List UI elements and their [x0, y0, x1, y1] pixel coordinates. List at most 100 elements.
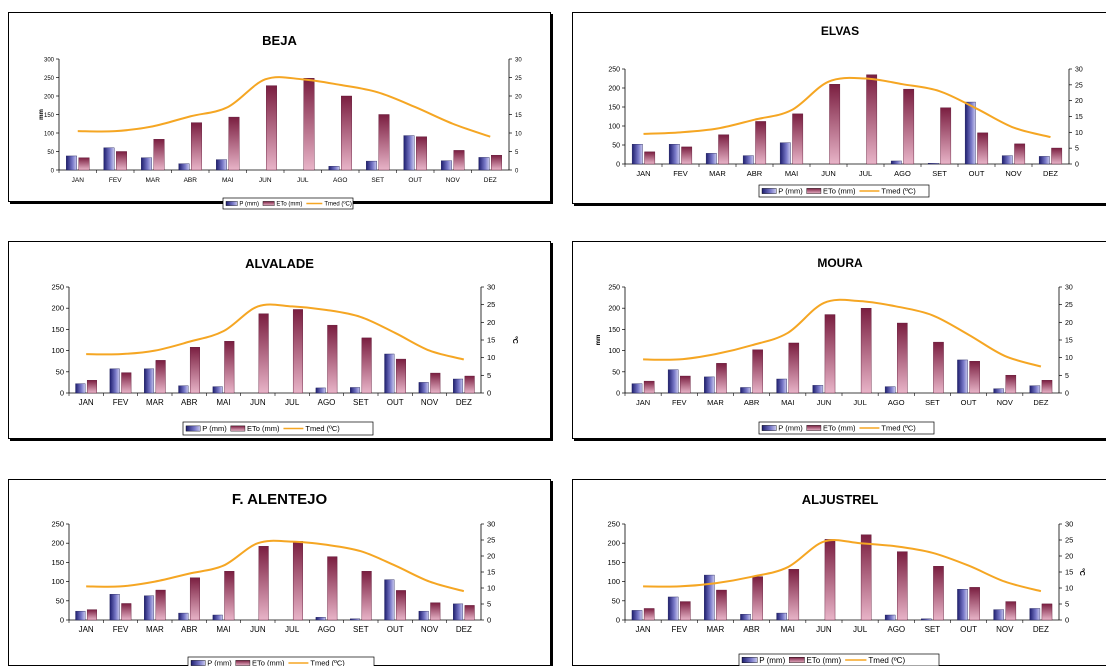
y2-tick-label: 30: [1065, 285, 1073, 292]
y2-tick-label: 25: [487, 536, 495, 545]
bar-p: [740, 614, 751, 621]
x-tick-label: JAN: [636, 625, 651, 634]
bar-p: [478, 157, 490, 171]
x-tick-label: ABR: [181, 398, 198, 407]
x-tick-label: AGO: [887, 625, 905, 634]
bar-eto: [933, 566, 944, 621]
bar-p: [812, 385, 824, 394]
line-tmed: [77, 76, 491, 138]
y-tick-label: 250: [44, 76, 55, 82]
bar-p: [993, 388, 1004, 394]
x-tick-label: JUL: [853, 398, 866, 407]
bar-p: [667, 596, 679, 621]
bar-p: [884, 614, 896, 621]
x-tick-label: MAI: [785, 169, 798, 178]
x-tick-label: JUN: [821, 169, 836, 178]
bar-p: [103, 147, 115, 171]
y2-tick-label: 0: [1075, 162, 1079, 169]
y2-tick-label: 0: [1065, 616, 1069, 625]
x-tick-label: MAR: [709, 169, 726, 178]
legend-label-tmed: Tmed (ºC): [881, 424, 916, 433]
legend-label-p: P (mm): [207, 659, 232, 666]
bar-eto: [292, 541, 303, 621]
bar-p: [403, 135, 415, 171]
legend-label-eto: ETo (mm): [823, 424, 856, 433]
bar-p: [66, 155, 77, 171]
x-tick-label: MAR: [146, 625, 164, 634]
legend-swatch-eto: [806, 188, 822, 194]
bar-eto: [224, 341, 235, 394]
chart-title: ELVAS: [821, 24, 859, 38]
y-tick-label: 100: [608, 124, 620, 131]
bar-eto: [788, 569, 800, 621]
legend-swatch-eto: [789, 656, 805, 663]
bar-eto: [464, 605, 475, 621]
y-tick-label: 50: [612, 143, 620, 150]
legend-swatch-p: [225, 201, 238, 206]
legend-swatch-p: [761, 188, 777, 194]
bar-eto: [155, 360, 166, 394]
legend-swatch-p: [741, 656, 758, 663]
x-tick-label: FEV: [109, 177, 122, 184]
bar-p: [705, 153, 717, 165]
y2-tick-label: 30: [487, 283, 495, 292]
chart-title: ALVALADE: [245, 256, 314, 271]
y-tick-label: 0: [51, 169, 55, 175]
chart-title: ALJUSTREL: [802, 492, 879, 507]
bar-eto: [680, 601, 691, 621]
y-tick-label: 200: [51, 304, 64, 313]
y2-tick-label: 0: [487, 389, 491, 398]
x-tick-label: DEZ: [1033, 398, 1048, 407]
legend-label-p: P (mm): [202, 424, 227, 433]
line-tmed: [643, 298, 1042, 368]
x-tick-label: ABR: [744, 398, 760, 407]
y2-tick-label: 10: [1075, 130, 1083, 137]
x-tick-label: OUT: [960, 625, 977, 634]
bar-eto: [940, 107, 952, 165]
x-tick-label: SET: [932, 169, 947, 178]
y2-tick-label: 30: [515, 58, 522, 64]
chart-svg: ALVALADE 0 50 100 150 200 250 0 5 10 15 20 25 30 ºC JAN…: [51, 256, 518, 436]
bar-eto: [1041, 380, 1053, 394]
y-tick-label: 150: [608, 105, 620, 112]
x-tick-label: DEZ: [1033, 625, 1049, 634]
x-tick-label: JUL: [297, 177, 309, 184]
x-tick-label: JUL: [285, 398, 300, 407]
bar-p: [109, 368, 120, 394]
x-tick-label: AGO: [888, 398, 905, 407]
y-tick-label: 0: [616, 162, 620, 169]
y-axis-label: mm: [596, 335, 602, 346]
legend-label-p: P (mm): [239, 202, 259, 208]
y-tick-label: 50: [56, 596, 64, 605]
chart-svg: F. ALENTEJO 0 50 100 150 200 250 0 5 10 15 20 25 30 JA…: [51, 491, 495, 666]
bar-eto: [643, 608, 655, 621]
bar-p: [884, 386, 896, 394]
bar-p: [890, 160, 902, 165]
bar-eto: [1014, 143, 1026, 165]
legend-box: [222, 197, 354, 210]
legend-label-eto: ETo (mm): [247, 424, 280, 433]
bar-p: [631, 383, 643, 394]
x-tick-label: MAI: [216, 625, 230, 634]
bar-p: [927, 163, 939, 165]
y2-tick-label: 20: [1065, 320, 1073, 327]
bar-p: [384, 353, 395, 394]
x-tick-label: DEZ: [456, 398, 472, 407]
line-tmed: [643, 76, 1051, 139]
bar-eto: [643, 380, 655, 394]
bar-eto: [933, 341, 944, 394]
bar-eto: [416, 136, 427, 171]
x-tick-label: NOV: [996, 625, 1014, 634]
x-tick-label: MAR: [146, 177, 161, 184]
y-tick-label: 200: [608, 86, 620, 93]
y-tick-label: 0: [60, 389, 64, 398]
y-tick-label: 200: [607, 539, 620, 548]
bar-p: [75, 383, 86, 394]
bar-eto: [86, 380, 97, 394]
x-tick-label: FEV: [113, 625, 129, 634]
y-tick-label: 250: [608, 285, 620, 292]
y2-tick-label: 20: [487, 318, 495, 327]
chart-panel-f-alentejo: F. ALENTEJO 0 50 100 150 200 250 0 5 10 15 20 25 30 JA…: [8, 479, 551, 666]
bar-eto: [716, 589, 727, 621]
x-tick-label: ABR: [181, 625, 198, 634]
